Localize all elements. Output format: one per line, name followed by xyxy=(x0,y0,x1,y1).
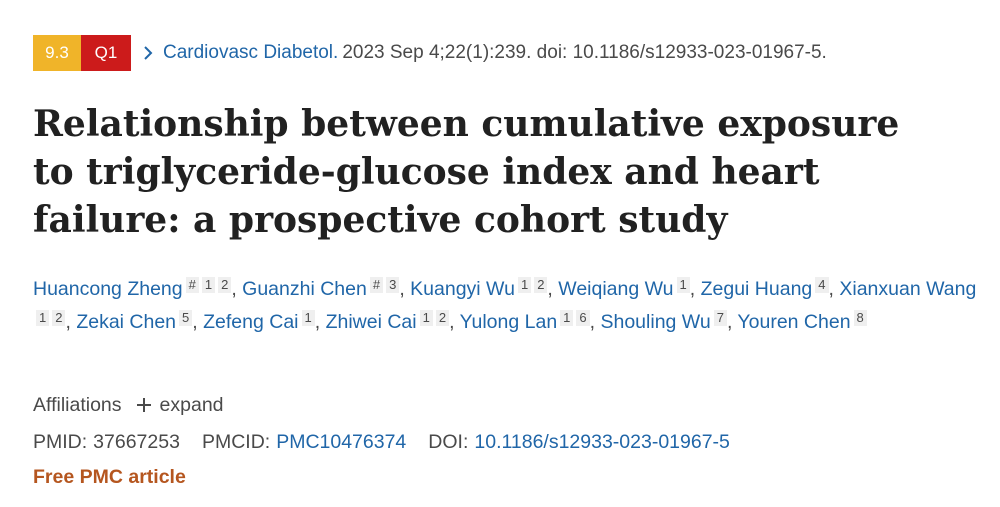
impact-factor-badge: 9.3 xyxy=(33,35,81,71)
doi-link[interactable]: 10.1186/s12933-023-01967-5 xyxy=(474,430,730,453)
author-separator: , xyxy=(689,278,701,300)
author-link[interactable]: Zekai Chen xyxy=(76,311,177,333)
author-link[interactable]: Zegui Huang xyxy=(700,278,813,300)
author-separator: , xyxy=(828,278,840,300)
affiliation-ref[interactable]: 1 xyxy=(676,277,690,293)
pmid-value: 37667253 xyxy=(93,430,180,453)
quartile-badge: Q1 xyxy=(81,35,131,71)
plus-icon xyxy=(136,398,151,412)
author-link[interactable]: Guanzhi Chen xyxy=(242,278,367,300)
author-separator: , xyxy=(399,278,411,300)
author-separator: , xyxy=(231,278,243,300)
affiliation-ref[interactable]: 5 xyxy=(179,310,193,326)
affiliation-ref[interactable]: 4 xyxy=(815,277,829,293)
author-link[interactable]: Zhiwei Cai xyxy=(325,311,417,333)
author-separator: , xyxy=(65,311,77,333)
affiliation-ref[interactable]: 2 xyxy=(52,310,66,326)
citation-details: 2023 Sep 4;22(1):239. doi: 10.1186/s1293… xyxy=(342,42,827,63)
affiliation-ref[interactable]: 2 xyxy=(218,277,232,293)
author-separator: , xyxy=(192,311,204,333)
affiliation-ref[interactable]: 1 xyxy=(36,310,50,326)
chevron-right-icon[interactable] xyxy=(141,43,155,63)
affiliation-ref[interactable]: 1 xyxy=(517,277,532,293)
affiliation-ref[interactable]: 1 xyxy=(201,277,216,293)
author-separator: , xyxy=(314,311,326,333)
affiliations-row: Affiliations expand xyxy=(33,392,224,418)
author-link[interactable]: Yulong Lan xyxy=(459,311,558,333)
affiliation-ref[interactable]: 3 xyxy=(386,277,400,293)
affiliation-ref[interactable]: 1 xyxy=(301,310,315,326)
author-separator: , xyxy=(547,278,559,300)
affiliation-ref[interactable]: 2 xyxy=(435,310,450,326)
author-link[interactable]: Kuangyi Wu xyxy=(410,278,515,300)
article-title: Relationship between cumulative exposure… xyxy=(33,103,900,241)
pmid-label: PMID: xyxy=(33,430,88,453)
author-link[interactable]: Huancong Zheng xyxy=(33,278,183,300)
author-separator: , xyxy=(589,311,601,333)
author-separator: , xyxy=(449,311,460,333)
author-link[interactable]: Shouling Wu xyxy=(600,311,711,333)
author-link[interactable]: Youren Chen xyxy=(737,311,851,333)
affiliation-ref[interactable]: 1 xyxy=(419,310,433,326)
affiliation-ref[interactable]: 6 xyxy=(576,310,590,326)
author-link[interactable]: Weiqiang Wu xyxy=(558,278,674,300)
affiliations-expand-button[interactable]: expand xyxy=(136,394,224,417)
free-pmc-article-label: Free PMC article xyxy=(33,466,186,488)
author-separator: , xyxy=(726,311,738,333)
equal-contribution-mark: # xyxy=(369,277,384,293)
affiliations-label: Affiliations xyxy=(33,393,122,416)
identifiers-row: PMID: 37667253 PMCID: PMC10476374 DOI: 1… xyxy=(33,428,752,456)
journal-link[interactable]: Cardiovasc Diabetol. xyxy=(163,42,339,63)
doi-label: DOI: xyxy=(428,430,469,453)
affiliation-ref[interactable]: 2 xyxy=(534,277,548,293)
affiliation-ref[interactable]: 8 xyxy=(853,310,867,326)
pmcid-label: PMCID: xyxy=(201,430,271,453)
equal-contribution-mark: # xyxy=(185,277,199,293)
author-link[interactable]: Zefeng Cai xyxy=(203,311,299,333)
pmcid-link[interactable]: PMC10476374 xyxy=(276,430,407,453)
author-list: Huancong Zheng #1 2, Guanzhi Chen #3, Kuang… xyxy=(33,273,983,339)
affiliation-ref[interactable]: 1 xyxy=(560,310,574,326)
affiliation-ref[interactable]: 7 xyxy=(713,310,727,326)
citation-line: 9.3 Q1 Cardiovasc Diabetol. 2023 Sep 4;2… xyxy=(33,35,827,71)
expand-label: expand xyxy=(159,393,224,416)
author-link[interactable]: Xianxuan Wang xyxy=(839,278,977,300)
